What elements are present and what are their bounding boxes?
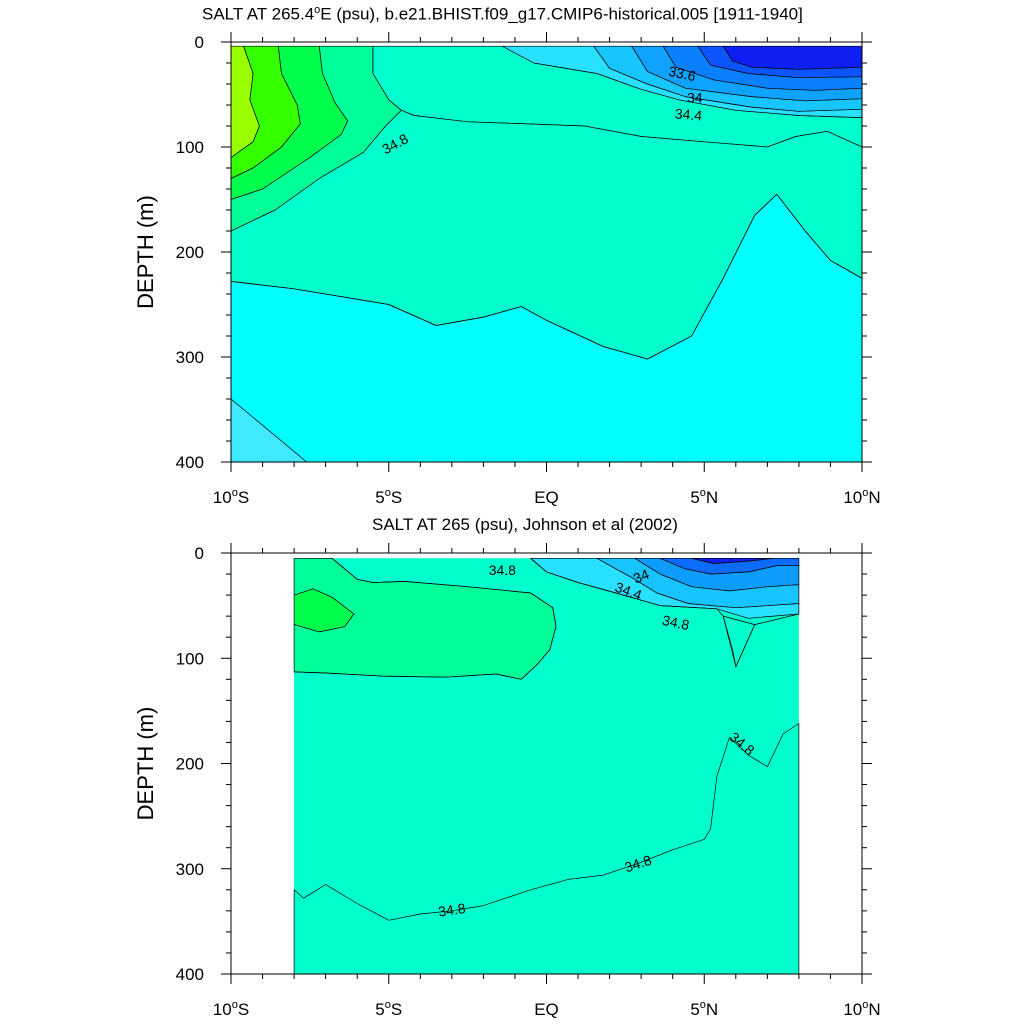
contour-line-2 (294, 558, 557, 680)
y-tick-label: 200 (176, 243, 204, 262)
y-tick-label: 0 (195, 33, 204, 52)
y-axis-label: DEPTH (m) (133, 195, 158, 309)
contour-label-1: 34.8 (489, 562, 516, 578)
contour-region-8 (691, 557, 775, 564)
x-tick-label: 10oS (213, 487, 249, 507)
x-tick-label: 10oS (213, 999, 249, 1019)
contour-region-13 (722, 45, 862, 70)
contour-label-1: 33.6 (667, 63, 697, 84)
y-tick-label: 300 (176, 348, 204, 367)
title-prefix: SALT AT 265.4 (202, 4, 315, 24)
y-tick-label: 100 (176, 138, 204, 157)
y-tick-label: 100 (176, 649, 204, 668)
x-tick-label: 5oS (375, 999, 402, 1019)
title-suffix: E (psu), b.e21.BHIST.f09_g17.CMIP6-histo… (320, 4, 803, 24)
contour-label-2: 34 (687, 90, 703, 106)
x-tick-label: 5oS (375, 487, 402, 507)
contour-label-2: 34 (631, 566, 652, 587)
contour-line-1 (231, 193, 862, 360)
x-tick-label: EQ (534, 488, 559, 507)
contour-region-1 (293, 723, 800, 974)
chart-title-model: SALT AT 265.4oE (psu), b.e21.BHIST.f09_g… (202, 4, 803, 25)
y-tick-label: 300 (176, 860, 204, 879)
x-tick-label: 10oN (843, 487, 880, 507)
y-tick-label: 400 (176, 453, 204, 472)
x-tick-label: 5oN (690, 999, 718, 1019)
contour-label-7: 34.8 (437, 900, 466, 920)
plot-area (293, 557, 800, 974)
chart-title-observed: SALT AT 265 (psu), Johnson et al (2002) (372, 515, 678, 534)
contour-line-1 (530, 558, 799, 668)
contour-region-1 (231, 398, 308, 462)
x-tick-label: 10oN (843, 999, 880, 1019)
y-tick-label: 200 (176, 755, 204, 774)
title-degree: o (314, 4, 321, 16)
plot-area (231, 45, 862, 462)
y-tick-label: 0 (195, 544, 204, 563)
x-tick-label: EQ (534, 1000, 559, 1019)
contour-label-4: 34.8 (661, 612, 691, 633)
y-tick-label: 400 (176, 965, 204, 984)
x-tick-label: 5oN (690, 487, 718, 507)
contour-label-3: 34.4 (674, 105, 703, 123)
y-axis-label: DEPTH (m) (133, 707, 158, 821)
